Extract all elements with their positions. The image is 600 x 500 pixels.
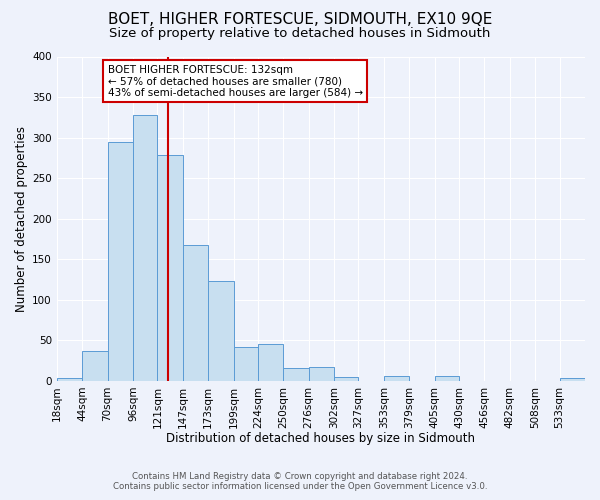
Bar [283,368,308,381]
Bar [233,347,258,381]
Bar [183,244,208,381]
Bar [82,351,107,381]
Bar [133,115,157,381]
Bar [560,378,585,381]
Bar [107,142,133,381]
Bar [384,376,409,381]
Bar [208,281,233,381]
Text: Size of property relative to detached houses in Sidmouth: Size of property relative to detached ho… [109,28,491,40]
Text: Contains HM Land Registry data © Crown copyright and database right 2024.
Contai: Contains HM Land Registry data © Crown c… [113,472,487,491]
Text: BOET, HIGHER FORTESCUE, SIDMOUTH, EX10 9QE: BOET, HIGHER FORTESCUE, SIDMOUTH, EX10 9… [108,12,492,28]
Y-axis label: Number of detached properties: Number of detached properties [15,126,28,312]
Bar [308,367,334,381]
Bar [57,378,82,381]
Bar [258,344,283,381]
X-axis label: Distribution of detached houses by size in Sidmouth: Distribution of detached houses by size … [166,432,475,445]
Bar [334,377,358,381]
Bar [434,376,459,381]
Bar [157,154,183,381]
Text: BOET HIGHER FORTESCUE: 132sqm
← 57% of detached houses are smaller (780)
43% of : BOET HIGHER FORTESCUE: 132sqm ← 57% of d… [107,64,362,98]
